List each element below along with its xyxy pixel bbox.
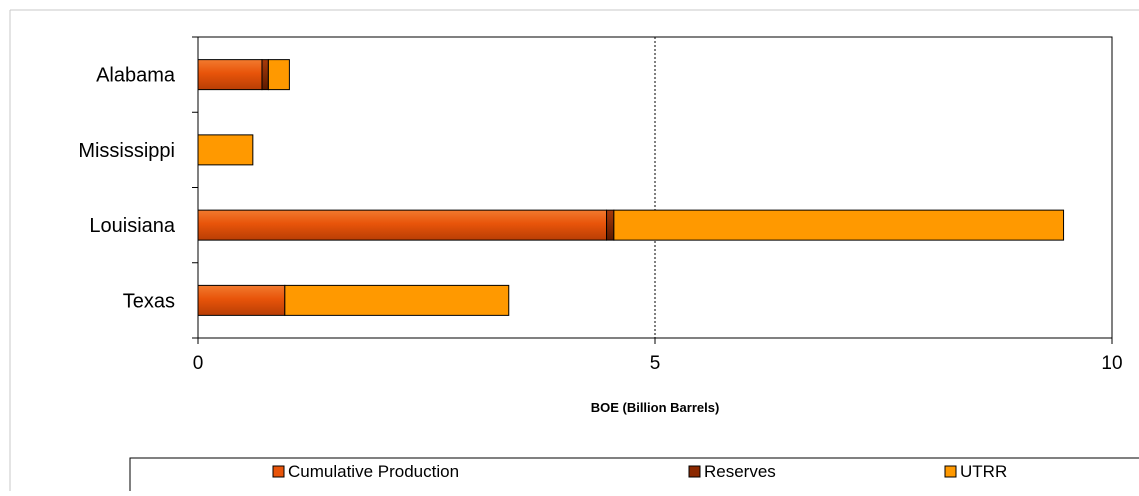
bar-reserves-alabama — [261, 59, 269, 91]
category-label-texas: Texas — [123, 290, 175, 312]
bar-utrr-texas — [284, 284, 510, 316]
x-tick-label: 10 — [1101, 353, 1122, 374]
bar-utrr-alabama — [267, 59, 290, 91]
bar-cumulative-production-texas — [197, 284, 286, 316]
category-label-mississippi: Mississippi — [78, 140, 175, 162]
bar-utrr-mississippi — [197, 134, 254, 166]
legend-box — [129, 457, 1139, 496]
legend-label-reserves: Reserves — [704, 462, 776, 481]
legend-label-cumulative-production: Cumulative Production — [288, 462, 459, 481]
bar-reserves-louisiana — [606, 209, 615, 241]
bar-cumulative-production-louisiana — [197, 209, 608, 241]
x-tick-label: 0 — [193, 353, 204, 374]
category-label-louisiana: Louisiana — [89, 215, 176, 237]
x-axis-title: BOE (Billion Barrels) — [591, 400, 720, 415]
x-tick-label: 5 — [650, 353, 661, 374]
bar-cumulative-production-alabama — [197, 59, 263, 91]
category-label-alabama: Alabama — [96, 65, 176, 87]
legend-label-utrr: UTRR — [960, 462, 1007, 481]
legend-swatch-cumulative-production — [272, 465, 285, 478]
legend-swatch-reserves — [688, 465, 701, 478]
bar-utrr-louisiana — [613, 209, 1065, 241]
legend-swatch-utrr — [944, 465, 957, 478]
